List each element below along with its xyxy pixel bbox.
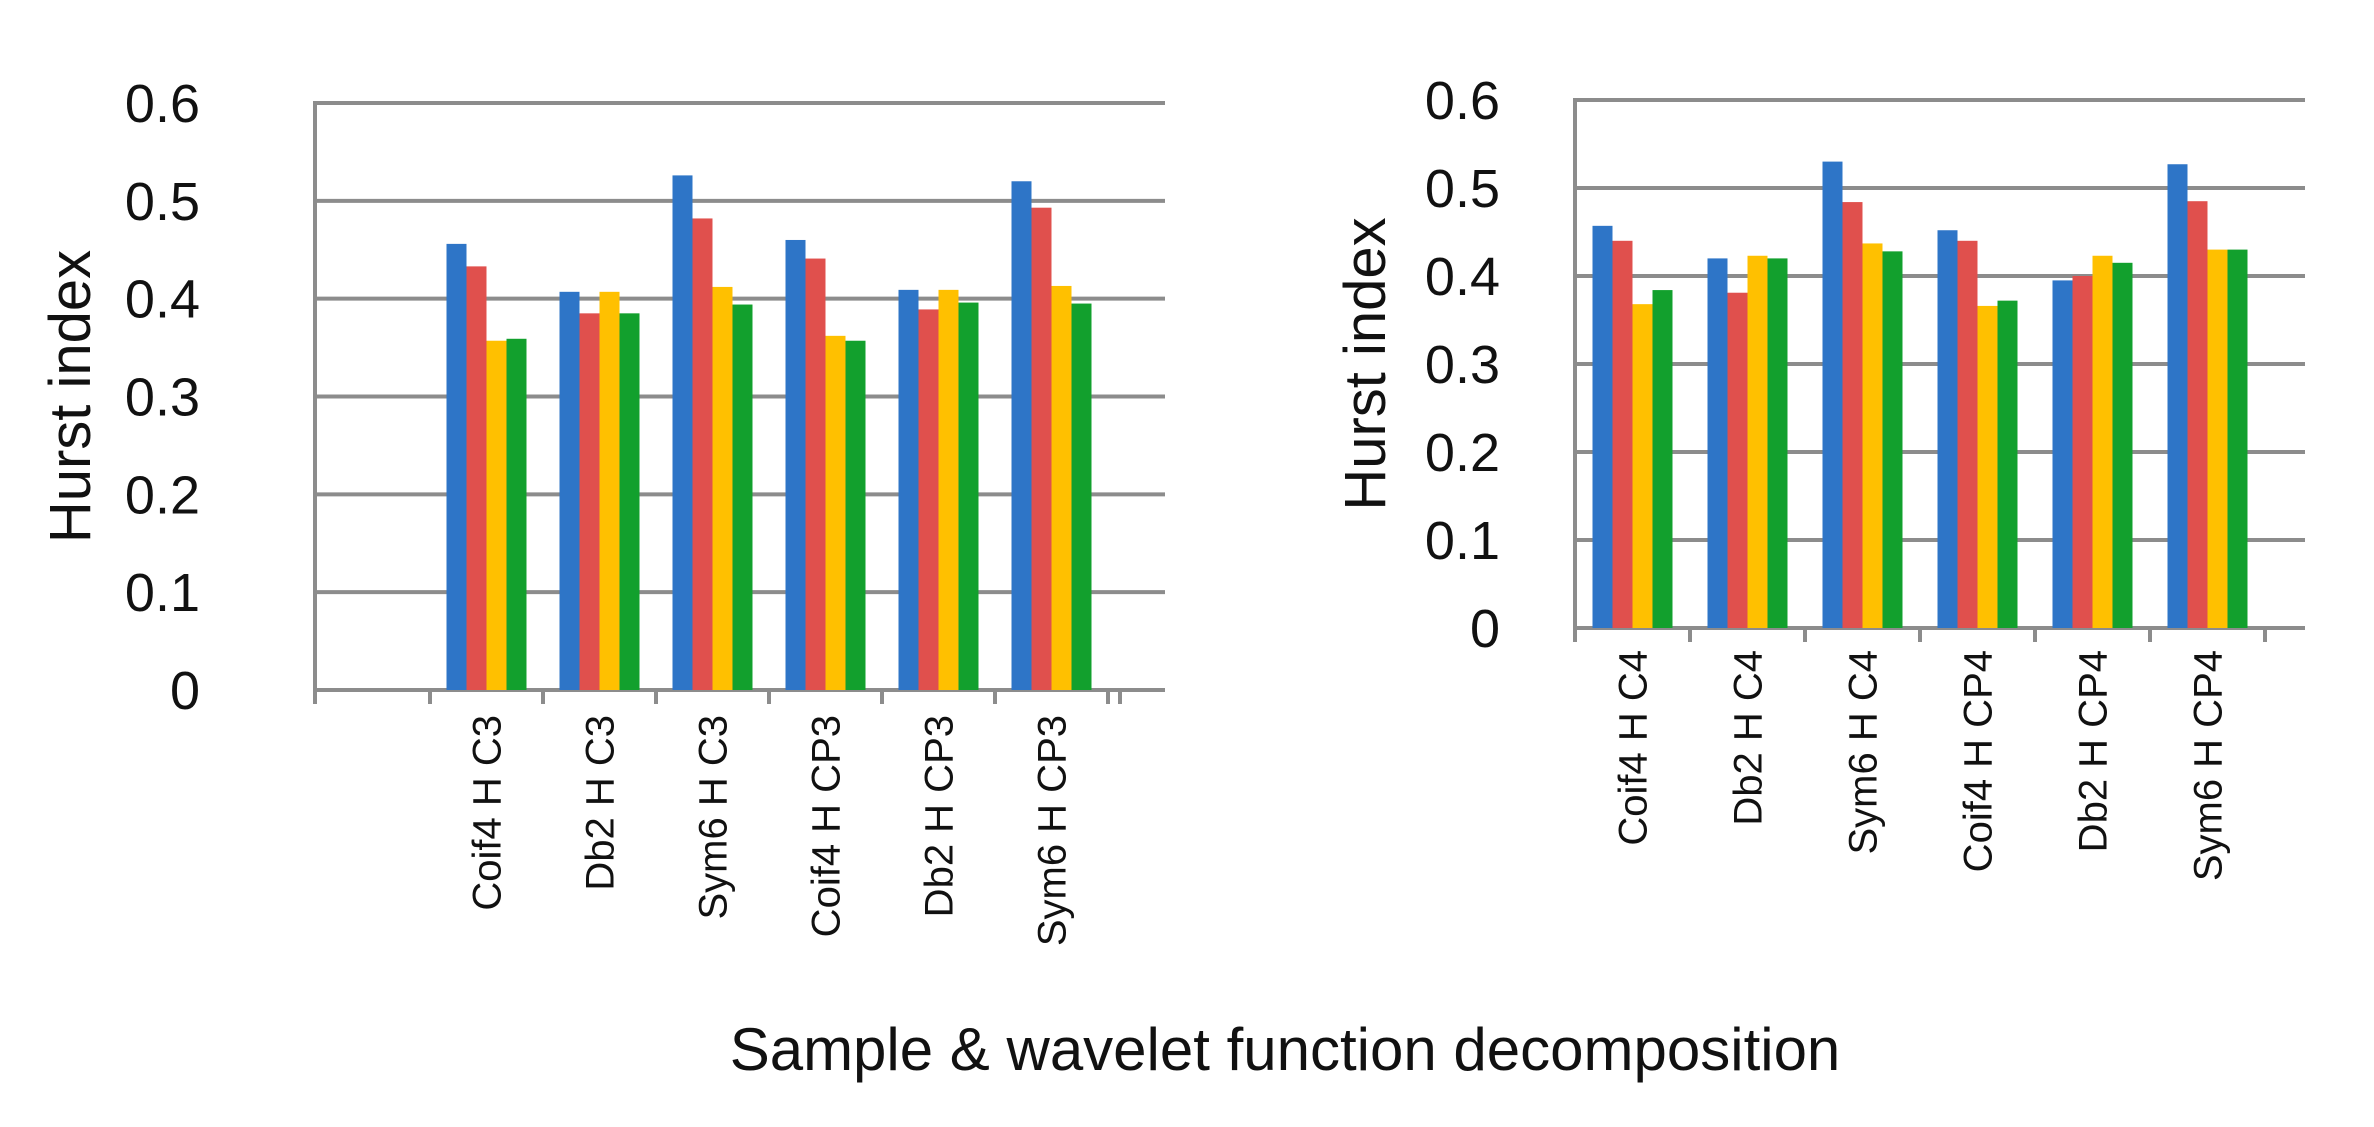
bar-3 xyxy=(599,291,620,690)
bar-2 xyxy=(1031,207,1052,690)
bar-1 xyxy=(785,239,806,690)
bar-3 xyxy=(486,340,507,690)
bar-2 xyxy=(466,266,487,690)
category-label: Sym6 H CP3 xyxy=(1031,715,1075,946)
bar-2 xyxy=(1727,292,1748,628)
y-tick-label: 0.6 xyxy=(1425,71,1500,131)
left-chart: 0 0.1 0.2 0.3 0.4 0.5 0.6 Hurst index Coif4 H C3… xyxy=(38,74,1165,946)
bar-4 xyxy=(1767,258,1788,628)
y-tick-label: 0 xyxy=(1470,599,1500,659)
bar-3 xyxy=(712,286,733,690)
bar-3 xyxy=(1977,305,1998,628)
bar-4 xyxy=(2227,249,2248,628)
bar-4 xyxy=(1071,303,1092,690)
bar-1 xyxy=(2052,280,2073,628)
bar-4 xyxy=(845,340,866,690)
bar-3 xyxy=(2092,255,2113,628)
bar-2 xyxy=(1842,202,1863,628)
bar-3 xyxy=(1747,255,1768,628)
bar-3 xyxy=(825,335,846,690)
category-label: Db2 H C3 xyxy=(579,715,623,891)
y-tick-label: 0.3 xyxy=(1425,335,1500,395)
bar-3 xyxy=(1632,304,1653,628)
bar-4 xyxy=(732,304,753,690)
category-label: Db2 H CP4 xyxy=(2072,650,2116,852)
bar-2 xyxy=(918,309,939,690)
y-tick-label: 0.2 xyxy=(125,465,200,525)
y-axis-title: Hurst index xyxy=(38,250,103,543)
bar-2 xyxy=(805,258,826,690)
bar-1 xyxy=(1822,161,1843,628)
category-label: Coif4 H CP3 xyxy=(805,715,849,937)
category-label: Coif4 H CP4 xyxy=(1957,650,2001,872)
y-tick-label: 0.1 xyxy=(1425,511,1500,571)
bar-1 xyxy=(559,291,580,690)
bar-1 xyxy=(898,289,919,690)
y-tick-label: 0.5 xyxy=(1425,159,1500,219)
bar-4 xyxy=(506,338,527,690)
bar-1 xyxy=(1707,258,1728,628)
y-tick-label: 0.5 xyxy=(125,172,200,232)
bar-3 xyxy=(938,289,959,690)
bar-1 xyxy=(446,243,467,690)
bar-4 xyxy=(1997,300,2018,628)
bar-4 xyxy=(958,302,979,690)
bar-1 xyxy=(1592,225,1613,628)
category-label: Db2 H C4 xyxy=(1727,650,1771,826)
y-tick-label: 0.6 xyxy=(125,74,200,134)
category-label: Coif4 H C3 xyxy=(466,715,510,911)
y-axis-title: Hurst index xyxy=(1333,217,1398,510)
y-tick-label: 0 xyxy=(170,661,200,721)
bar-2 xyxy=(692,218,713,690)
y-tick-label: 0.4 xyxy=(125,270,200,330)
category-label: Db2 H CP3 xyxy=(918,715,962,917)
bar-4 xyxy=(1652,290,1673,628)
right-chart: 0 0.1 0.2 0.3 0.4 0.5 0.6 Hurst index Coif4 H C4… xyxy=(1333,71,2305,881)
bar-2 xyxy=(1612,240,1633,629)
bar-2 xyxy=(2072,276,2093,628)
y-tick-label: 0.4 xyxy=(1425,247,1500,307)
bar-1 xyxy=(1937,230,1958,629)
bar-4 xyxy=(2112,262,2133,628)
category-label: Coif4 H C4 xyxy=(1612,650,1656,846)
category-label: Sym6 H C4 xyxy=(1842,650,1886,855)
category-label: Sym6 H C3 xyxy=(692,715,736,920)
bar-2 xyxy=(1957,240,1978,629)
shared-x-axis-title: Sample & wavelet function decomposition xyxy=(730,1016,1841,1083)
category-label: Sym6 H CP4 xyxy=(2187,650,2231,881)
y-tick-label: 0.3 xyxy=(125,368,200,428)
y-tick-label: 0.1 xyxy=(125,563,200,623)
bar-3 xyxy=(1862,243,1883,628)
bar-2 xyxy=(2187,201,2208,628)
bar-3 xyxy=(1051,285,1072,690)
bar-3 xyxy=(2207,249,2228,628)
y-tick-label: 0.2 xyxy=(1425,423,1500,483)
bar-1 xyxy=(672,175,693,690)
bar-4 xyxy=(1882,251,1903,629)
bar-1 xyxy=(2167,164,2188,629)
bar-2 xyxy=(579,313,600,690)
bar-1 xyxy=(1011,181,1032,690)
bar-4 xyxy=(619,313,640,690)
